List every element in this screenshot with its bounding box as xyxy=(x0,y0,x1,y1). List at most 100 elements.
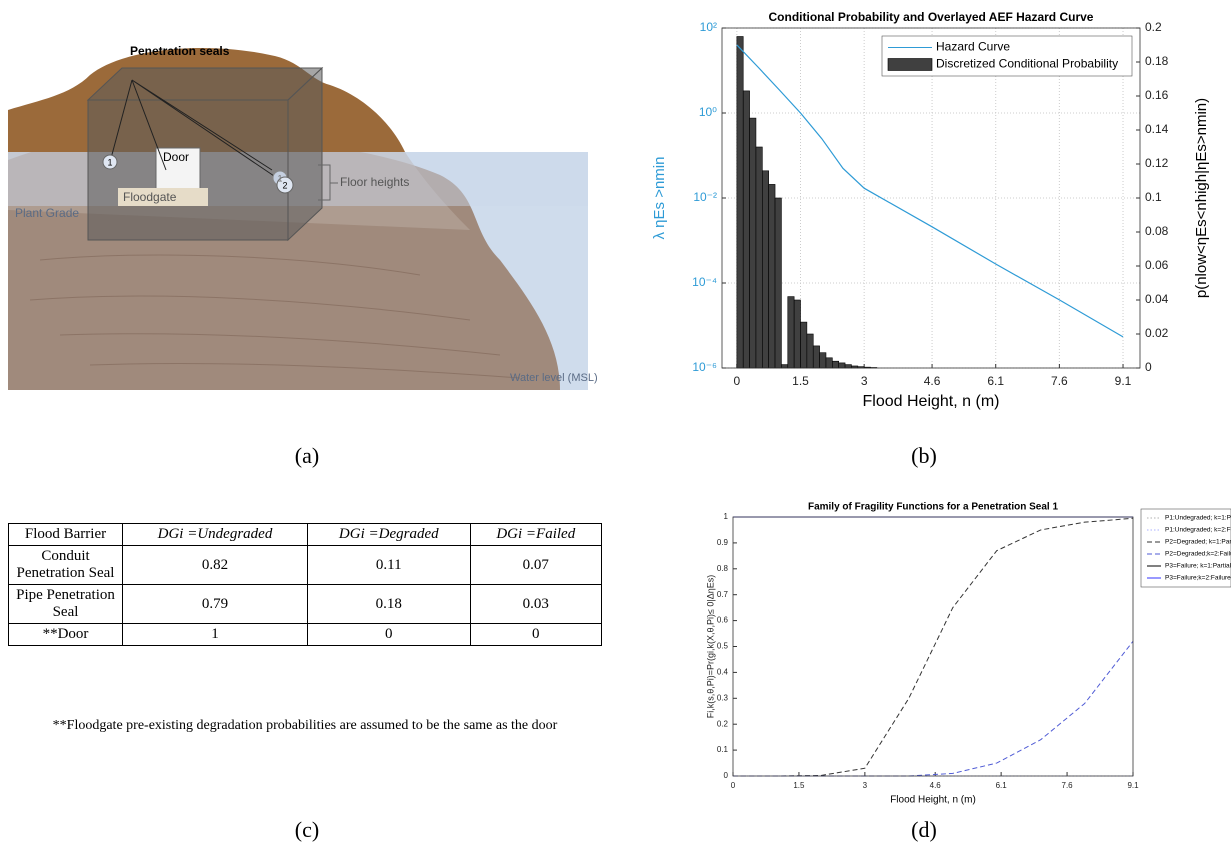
x-tick-label: 9.1 xyxy=(1115,374,1132,388)
legend-label: P1:Undegraded; k=1:Partial xyxy=(1165,515,1231,522)
y2-tick-label: 0.04 xyxy=(1145,292,1169,306)
marker-circle xyxy=(102,154,118,170)
x-tick-label: 0 xyxy=(734,374,741,388)
histogram-bar xyxy=(736,36,744,369)
legend-label: P1:Undegraded; k=2:Failure xyxy=(1165,527,1231,534)
y2-tick-label: 0 xyxy=(1145,360,1152,374)
caption: (a) xyxy=(295,443,319,468)
cell: 0.07 xyxy=(469,545,603,585)
cell: **Door xyxy=(8,623,123,646)
caption: (d) xyxy=(911,817,937,842)
x-tick-label: 3 xyxy=(863,781,868,790)
cell: 0 xyxy=(307,623,471,646)
strata xyxy=(29,254,521,379)
cell: 0.18 xyxy=(307,584,471,624)
cell: Pipe Penetration Seal xyxy=(8,584,123,624)
y-tick-label: 10⁰ xyxy=(699,105,717,119)
x-tick-label: 7.6 xyxy=(1051,374,1068,388)
table-note: **Floodgate pre-existing degradation pro… xyxy=(52,718,558,733)
cell: 1 xyxy=(122,623,308,646)
y-tick-label: 0.4 xyxy=(717,668,729,677)
x-axis-label: Flood Height, n (m) xyxy=(890,795,976,806)
y-axis-label: Fi,k(s,θ,Pi)=Pr(gi,k(X,θ,Pi)≤ 0|ΔηEs) xyxy=(705,575,715,719)
y2-tick-label: 0.06 xyxy=(1145,258,1169,272)
building-box xyxy=(86,66,324,242)
x-tick-label: 1.5 xyxy=(793,781,805,790)
histogram-bar xyxy=(819,352,827,369)
y-tick-label: 10² xyxy=(700,20,717,34)
table: Flood Barrier DGi =Undegraded DGi =Degra… xyxy=(8,523,603,646)
y2-tick-label: 0.02 xyxy=(1145,326,1169,340)
x-tick-label: 4.6 xyxy=(930,781,942,790)
x-tick-label: 6.1 xyxy=(996,781,1008,790)
histogram-bar xyxy=(832,360,840,369)
legend-label: Hazard Curve xyxy=(936,40,1010,54)
label: Floor heights xyxy=(340,175,409,189)
y-tick-label: 0 xyxy=(724,771,729,780)
label: Door xyxy=(163,150,189,164)
legend-label: P3=Failure; k=1:Partial xyxy=(1165,563,1231,570)
y-tick-label: 0.7 xyxy=(717,590,729,599)
line-series xyxy=(736,44,1124,338)
x-tick-label: 4.6 xyxy=(924,374,941,388)
y2-tick-label: 0.2 xyxy=(1145,20,1162,34)
axes-frame xyxy=(732,516,1134,777)
x-tick-label: 6.1 xyxy=(987,374,1004,388)
legend-box xyxy=(1140,508,1231,588)
histogram-bar xyxy=(825,357,833,369)
legend-label: P3=Failure;k=2:Failure xyxy=(1165,575,1231,582)
legend-label: P2=Degraded;k=2:Failure xyxy=(1165,551,1231,558)
y2-tick-label: 0.12 xyxy=(1145,156,1169,170)
cell: 0 xyxy=(469,623,603,646)
label: Floodgate xyxy=(123,190,177,204)
histogram-bar xyxy=(749,117,757,369)
y-tick-label: 0.9 xyxy=(717,538,729,547)
histogram-bar xyxy=(774,197,782,369)
table-header: Flood Barrier DGi =Undegraded DGi =Degra… xyxy=(8,523,603,546)
y2-tick-label: 0.18 xyxy=(1145,54,1169,68)
y2-tick-label: 0.14 xyxy=(1145,122,1169,136)
histogram-bar xyxy=(762,170,769,369)
legend-label: P2=Degraded; k=1:Partial xyxy=(1165,539,1231,546)
histogram-bar xyxy=(793,299,801,369)
floor-bracket xyxy=(318,164,338,201)
y-tick-label: 0.2 xyxy=(717,719,729,728)
table-row: Conduit Penetration Seal 0.82 0.11 0.07 xyxy=(8,545,603,585)
y-tick-label: 10⁻² xyxy=(693,190,717,204)
y2-tick-label: 0.08 xyxy=(1145,224,1169,238)
x-tick-label: 3 xyxy=(861,374,868,388)
y-tick-label: 0.6 xyxy=(717,616,729,625)
chart-title: Conditional Probability and Overlayed AE… xyxy=(769,10,1094,24)
y2-tick-label: 0.1 xyxy=(1145,190,1162,204)
plot-area xyxy=(733,517,1133,776)
y-axis-label: λ ηEs >nmin xyxy=(651,157,668,240)
histogram-bar xyxy=(742,90,750,369)
histogram-bar xyxy=(800,321,808,369)
chart-title: Family of Fragility Functions for a Pene… xyxy=(808,502,1058,513)
marker-label: 2 xyxy=(282,180,287,190)
legend-swatch xyxy=(887,58,933,71)
x-axis-label: Flood Height, n (m) xyxy=(863,393,1000,410)
y2-axis-label: p(nlow<ηEs<nhigh|ηEs>nmin) xyxy=(1193,98,1210,298)
x-tick-label: 1.5 xyxy=(792,374,809,388)
x-tick-label: 7.6 xyxy=(1062,781,1074,790)
cell: Conduit Penetration Seal xyxy=(8,545,123,585)
marker-circle xyxy=(276,176,294,194)
histogram-bar xyxy=(838,362,846,369)
y-tick-label: 0.3 xyxy=(717,693,729,702)
cell: 0.79 xyxy=(122,584,308,624)
axes-frame xyxy=(721,27,1141,369)
histogram-bar xyxy=(768,184,776,369)
marker-label: 1 xyxy=(277,173,282,183)
table-row: **Door 1 0 0 xyxy=(8,623,603,646)
histogram-bar xyxy=(812,345,820,369)
y2-tick-label: 0.16 xyxy=(1145,88,1169,102)
y-tick-label: 0.1 xyxy=(717,745,729,754)
header-cell: DGi =Failed xyxy=(469,523,603,546)
histogram-bar xyxy=(806,333,814,369)
histogram-bar xyxy=(781,364,789,369)
label: Water level (MSL) xyxy=(510,372,598,384)
y-tick-label: 10⁻⁴ xyxy=(692,275,717,289)
